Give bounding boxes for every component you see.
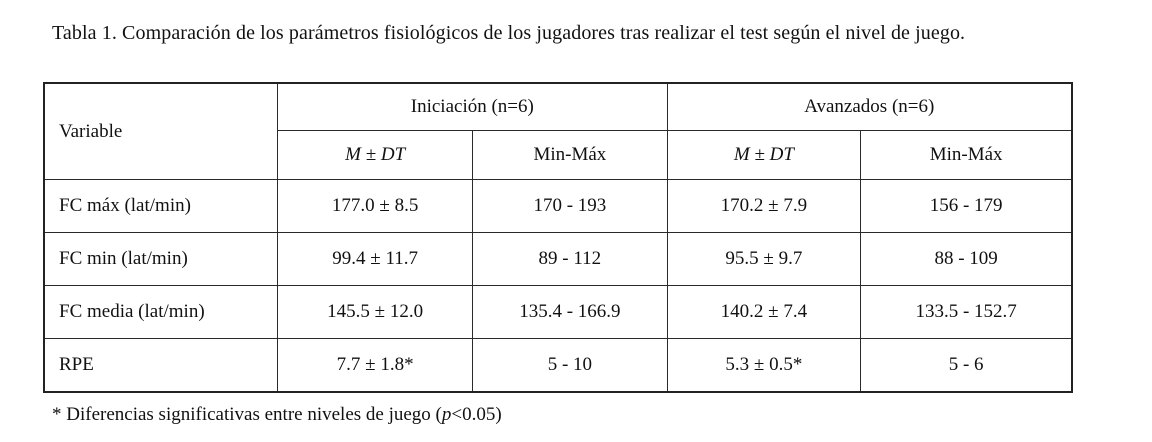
- row-label: FC máx (lat/min): [43, 179, 279, 233]
- table-header-row-groups: Variable Iniciación (n=6) Avanzados (n=6…: [43, 82, 1073, 180]
- variable-header: Variable: [43, 82, 279, 180]
- subheader-range-avanzados: Min-Máx: [860, 130, 1074, 180]
- table-cell: 145.5 ± 12.0: [277, 285, 474, 339]
- table-cell: 5 - 6: [860, 338, 1074, 393]
- subheader-mean-sd-avanzados: M ± DT: [666, 130, 862, 180]
- table-header-row-sub: M ± DT Min-Máx M ± DT Min-Máx: [44, 130, 1074, 180]
- table-cell: 133.5 - 152.7: [860, 285, 1074, 339]
- table-cell: 5 - 10: [472, 338, 668, 393]
- table-row: FC min (lat/min) 99.4 ± 11.7 89 - 112 95…: [43, 232, 1074, 286]
- table-cell: 140.2 ± 7.4: [666, 285, 862, 339]
- table-cell: 89 - 112: [472, 232, 668, 286]
- row-label: FC media (lat/min): [43, 285, 279, 339]
- row-label: RPE: [43, 338, 279, 393]
- table-cell: 135.4 - 166.9: [472, 285, 668, 339]
- table-cell: 170.2 ± 7.9: [666, 179, 862, 233]
- table-cell: 170 - 193: [472, 179, 668, 233]
- data-table: Variable Iniciación (n=6) Avanzados (n=6…: [43, 82, 1074, 393]
- table-cell: 7.7 ± 1.8*: [277, 338, 474, 393]
- footnote-prefix: * Diferencias significativas entre nivel…: [52, 404, 442, 425]
- table-row: RPE 7.7 ± 1.8* 5 - 10 5.3 ± 0.5* 5 - 6: [43, 338, 1074, 393]
- table-cell: 99.4 ± 11.7: [277, 232, 474, 286]
- table-cell: 88 - 109: [860, 232, 1074, 286]
- footnote-p-symbol: p: [441, 404, 452, 425]
- table-row: FC máx (lat/min) 177.0 ± 8.5 170 - 193 1…: [43, 179, 1074, 233]
- group-header-iniciacion: Iniciación (n=6): [277, 82, 668, 131]
- group-header-avanzados: Avanzados (n=6): [666, 82, 1073, 131]
- table-row: FC media (lat/min) 145.5 ± 12.0 135.4 - …: [43, 285, 1074, 339]
- table-cell: 177.0 ± 8.5: [277, 179, 474, 233]
- subheader-mean-sd-iniciacion: M ± DT: [277, 130, 474, 180]
- footnote-suffix: <0.05): [451, 404, 502, 425]
- table-caption: Tabla 1. Comparación de los parámetros f…: [52, 22, 966, 44]
- table-cell: 95.5 ± 9.7: [666, 232, 862, 286]
- table-footnote: * Diferencias significativas entre nivel…: [52, 404, 502, 426]
- table-cell: 5.3 ± 0.5*: [666, 338, 862, 393]
- table-cell: 156 - 179: [860, 179, 1074, 233]
- subheader-range-iniciacion: Min-Máx: [472, 130, 668, 180]
- row-label: FC min (lat/min): [43, 232, 279, 286]
